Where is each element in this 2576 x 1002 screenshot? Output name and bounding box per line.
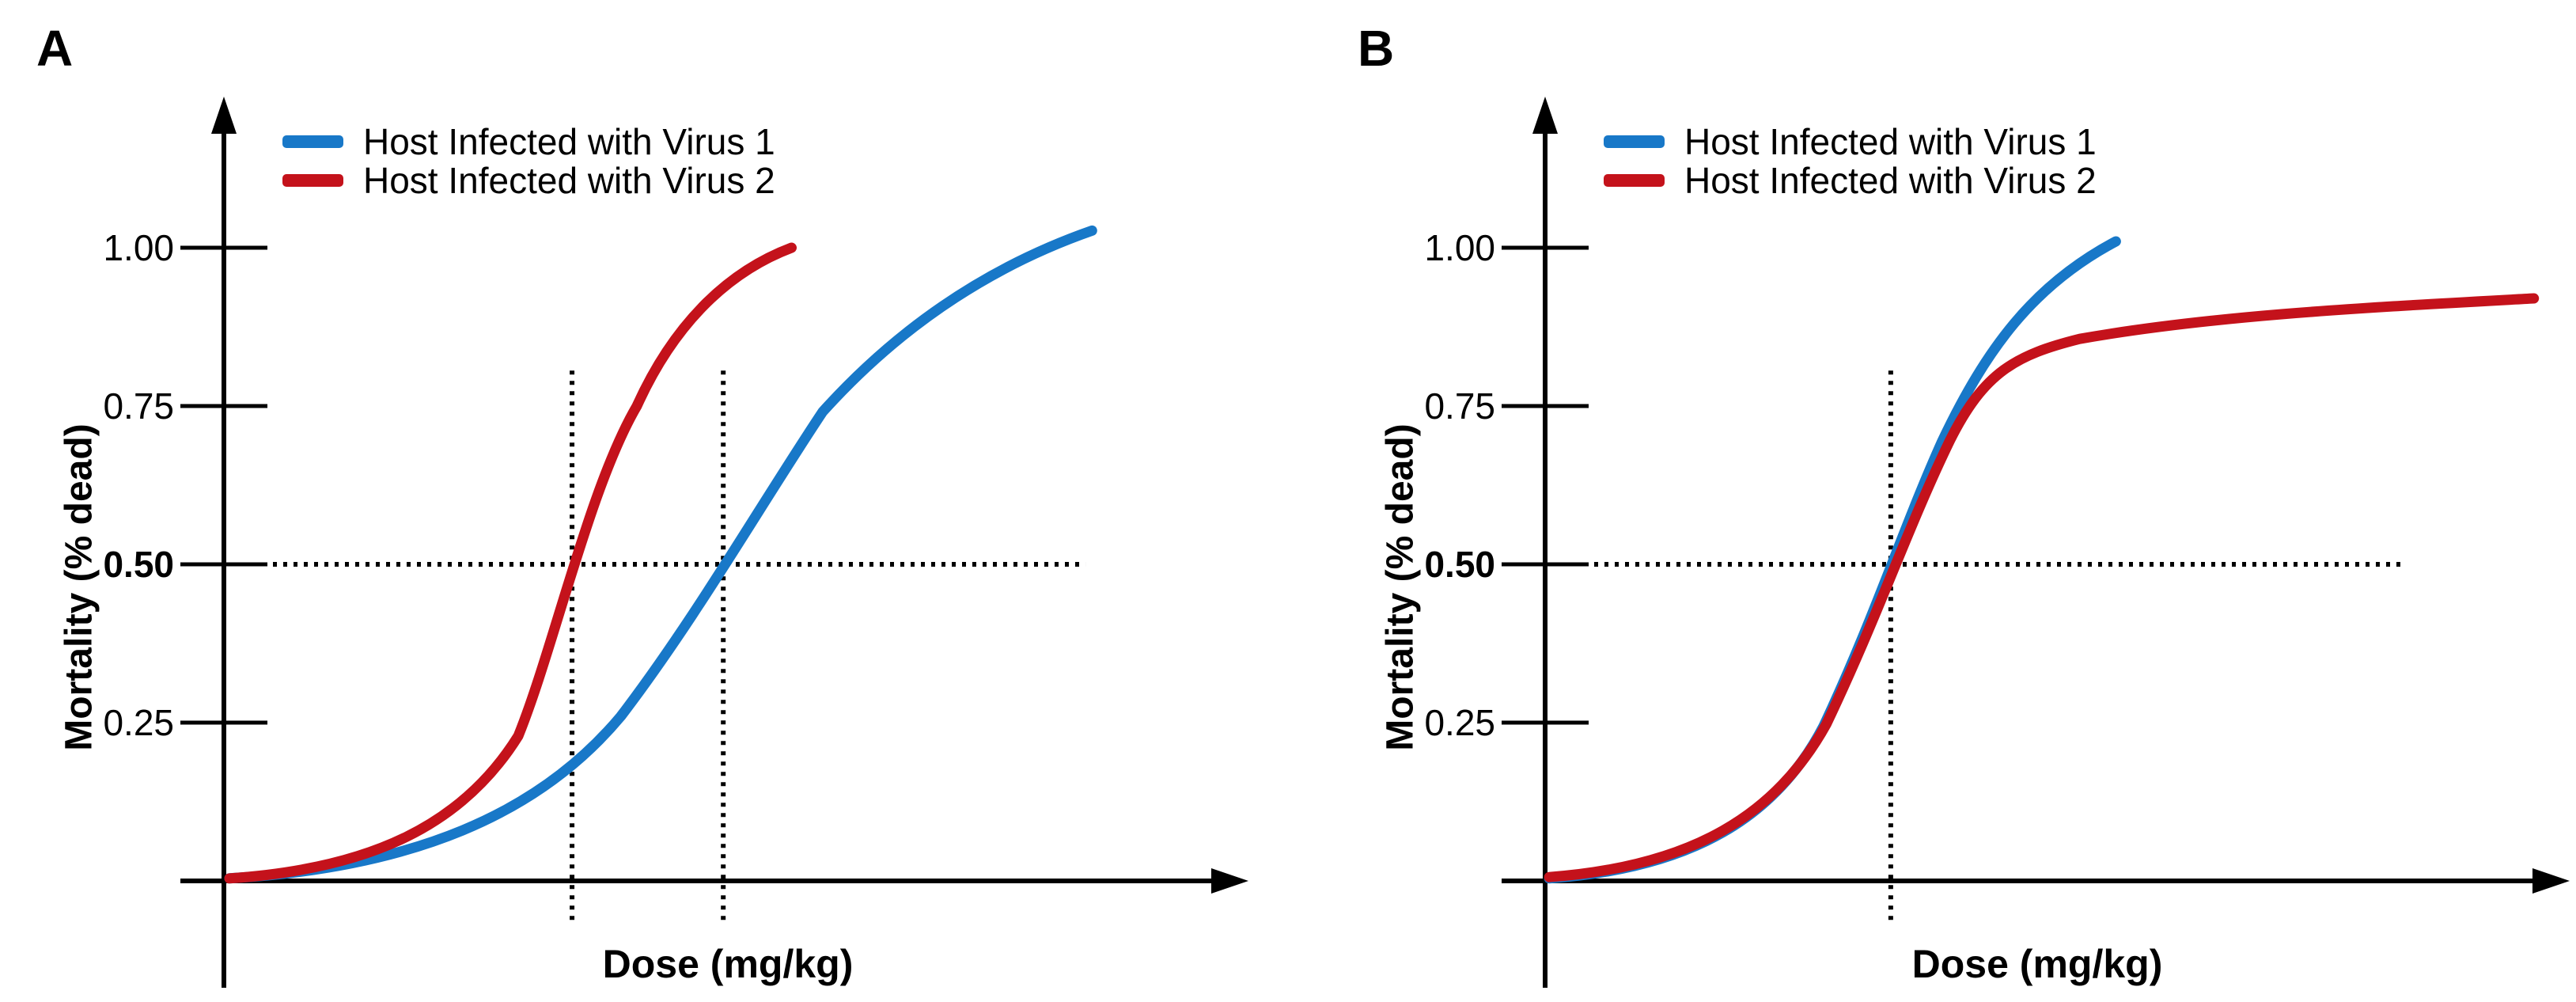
- y-axis-arrow-b: [1532, 97, 1558, 134]
- curve-virus1-a: [224, 225, 1097, 884]
- x-axis-arrow-b: [2532, 868, 2570, 894]
- legend-swatch-virus2: [282, 174, 343, 187]
- x-axis-arrow-a: [1211, 868, 1248, 894]
- legend-label-virus2: Host Infected with Virus 2: [1684, 160, 2097, 201]
- curve-virus2-a: [224, 242, 797, 884]
- legend-label-virus1: Host Infected with Virus 1: [1684, 121, 2097, 162]
- x-axis-title: Dose (mg/kg): [1911, 942, 2163, 986]
- panel-b-label: B: [1358, 20, 1395, 77]
- legend-swatch-virus1: [1604, 135, 1665, 148]
- y-axis-title: Mortality (% dead): [58, 423, 100, 751]
- panel-a-label: A: [36, 20, 74, 77]
- curve-virus2-b: [1544, 293, 2540, 882]
- legend-label-virus2: Host Infected with Virus 2: [363, 160, 775, 201]
- y-tick-label-100: 1.00: [1424, 227, 1495, 268]
- legend-label-virus1: Host Infected with Virus 1: [363, 121, 775, 162]
- y-tick-label-050: 0.50: [103, 544, 174, 585]
- y-tick-label-050: 0.50: [1424, 544, 1495, 585]
- legend-swatch-virus2: [1604, 174, 1665, 187]
- y-tick-label-025: 0.25: [1424, 702, 1495, 743]
- y-axis-arrow-a: [211, 97, 237, 134]
- y-tick-label-025: 0.25: [103, 702, 174, 743]
- y-tick-label-100: 1.00: [103, 227, 174, 268]
- x-axis-title: Dose (mg/kg): [602, 942, 854, 986]
- y-axis-title: Mortality (% dead): [1379, 423, 1422, 751]
- y-tick-label-075: 0.75: [103, 385, 174, 427]
- y-tick-label-075: 0.75: [1424, 385, 1495, 427]
- legend-swatch-virus1: [282, 135, 343, 148]
- curve-virus1-b: [1544, 236, 2121, 884]
